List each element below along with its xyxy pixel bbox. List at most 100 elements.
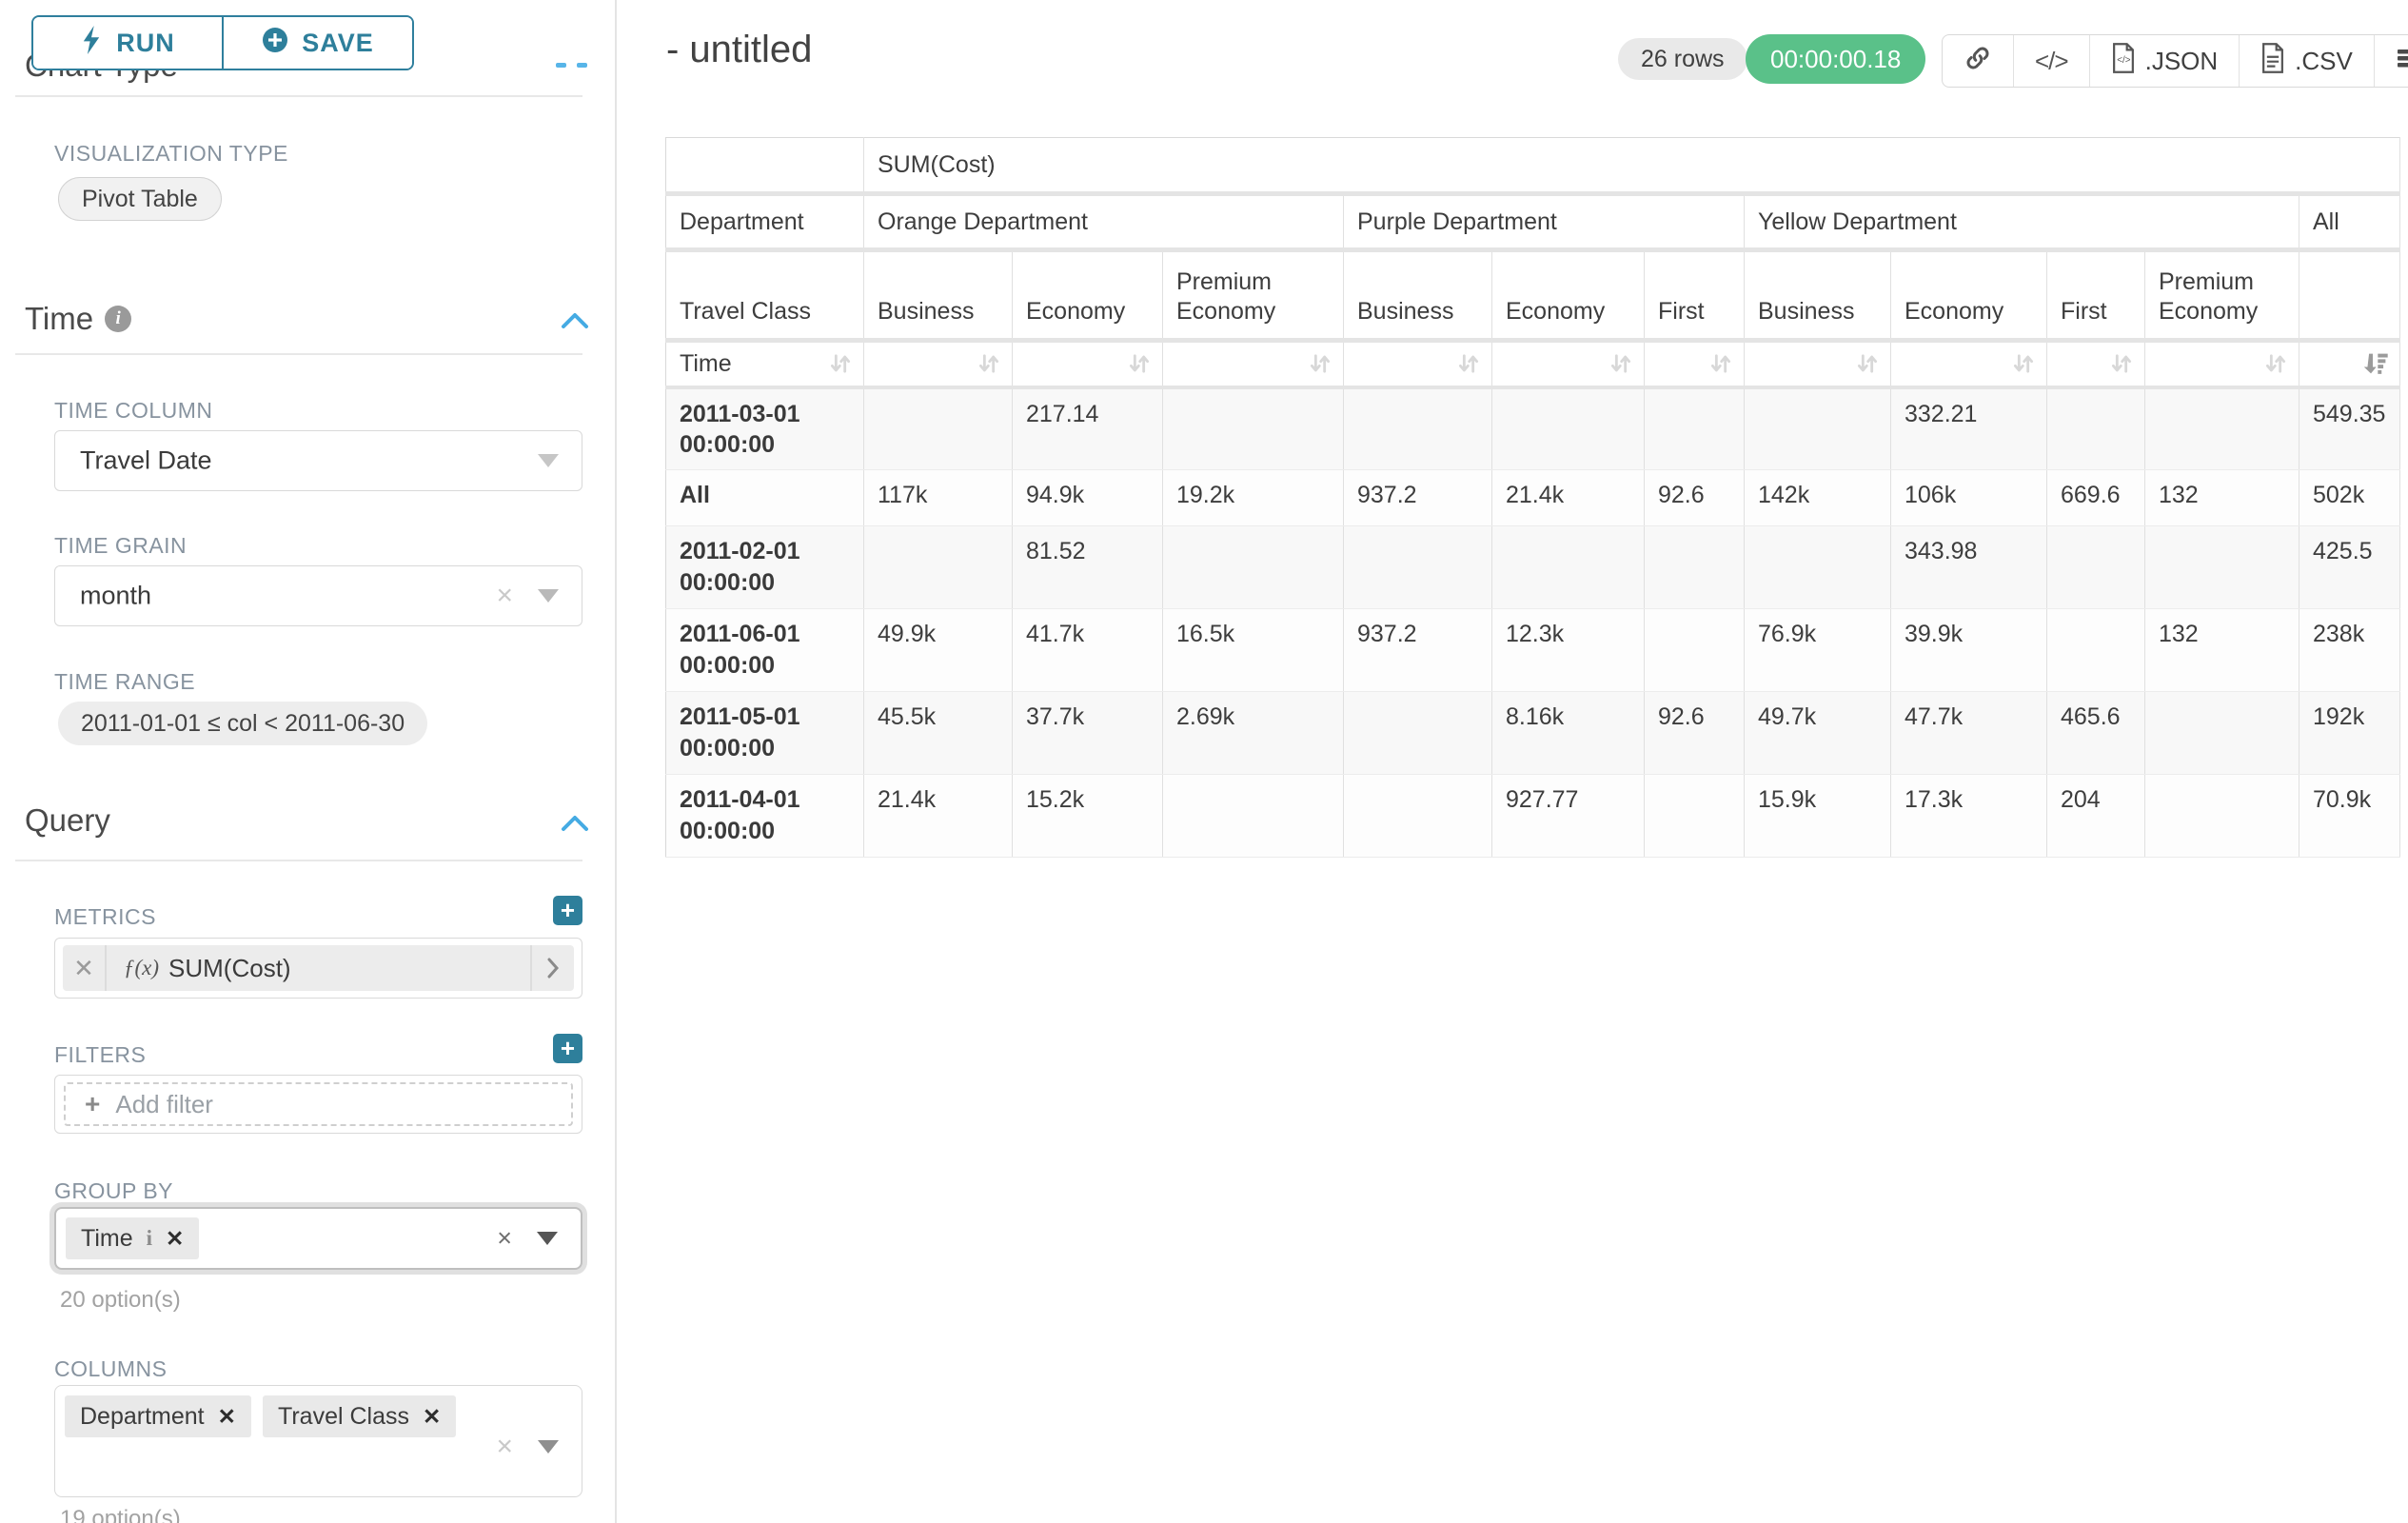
pivot-cell	[1343, 774, 1492, 858]
csv-file-icon	[2260, 42, 2285, 80]
code-icon: </>	[2035, 46, 2069, 75]
time-grain-label: TIME GRAIN	[54, 533, 188, 558]
more-options-button[interactable]	[2373, 35, 2408, 87]
columns-select[interactable]: Department ✕ Travel Class ✕ ×	[54, 1385, 582, 1497]
export-json-button[interactable]: </> .JSON	[2088, 35, 2240, 87]
pivot-sort-cell	[1744, 340, 1891, 389]
pivot-cell: 204	[2046, 774, 2145, 858]
sort-icon[interactable]	[1707, 350, 1734, 377]
chart-title[interactable]: - untitled	[666, 29, 813, 70]
pivot-cell	[1162, 774, 1344, 858]
sort-icon[interactable]	[1307, 350, 1333, 377]
share-link-button[interactable]	[1943, 35, 2013, 87]
add-filter-plus-button[interactable]: +	[553, 1034, 582, 1063]
viz-type-pill[interactable]: Pivot Table	[58, 177, 222, 221]
pivot-cell: 132	[2144, 469, 2299, 526]
pivot-sort-cell	[1162, 340, 1344, 389]
view-query-button[interactable]: </>	[2013, 35, 2089, 87]
pivot-sort-cell	[1491, 340, 1645, 389]
pivot-cell	[2046, 525, 2145, 609]
clear-all-icon[interactable]: ×	[497, 1223, 512, 1253]
pivot-table: SUM(Cost) Department Orange Department Purp…	[665, 137, 2400, 858]
pivot-cell: 132	[2144, 608, 2299, 692]
pivot-row-label: 2011-05-01 00:00:00	[665, 691, 864, 775]
group-by-select[interactable]: Time i ✕ ×	[54, 1207, 582, 1270]
sort-descending-icon[interactable]	[2361, 350, 2390, 377]
chart-type-mini-icon-2[interactable]	[577, 63, 587, 68]
pivot-cell: 332.21	[1890, 386, 2047, 470]
clear-icon[interactable]: ×	[496, 580, 513, 611]
pivot-cell	[863, 386, 1013, 470]
run-button[interactable]: RUN	[33, 17, 224, 69]
collapse-query-chevron-icon[interactable]	[558, 811, 592, 836]
sort-icon[interactable]	[1608, 350, 1634, 377]
pivot-cell: 94.9k	[1012, 469, 1163, 526]
pivot-col-group-header: All	[2299, 193, 2400, 252]
time-range-pill[interactable]: 2011-01-01 ≤ col < 2011-06-30	[58, 702, 428, 745]
group-by-chip-time[interactable]: Time i ✕	[66, 1217, 200, 1259]
pivot-cell: 549.35	[2299, 386, 2400, 470]
time-column-label: TIME COLUMN	[54, 398, 213, 423]
time-column-select[interactable]: Travel Date	[54, 430, 582, 491]
pivot-cell	[2046, 386, 2145, 470]
pivot-row-label: 2011-02-01 00:00:00	[665, 525, 864, 609]
metrics-box: ✕ ƒ(x) SUM(Cost)	[54, 938, 582, 999]
pivot-cell	[2144, 386, 2299, 470]
pivot-cell: 47.7k	[1890, 691, 2047, 775]
csv-button-label: .CSV	[2295, 46, 2353, 75]
pivot-cell	[1644, 774, 1745, 858]
sort-icon[interactable]	[1854, 350, 1881, 377]
remove-chip-icon[interactable]: ✕	[217, 1403, 236, 1429]
pivot-cell: 81.52	[1012, 525, 1163, 609]
time-section-header[interactable]: Time i	[25, 301, 132, 337]
pivot-col-header: Business	[1343, 249, 1492, 343]
columns-chip-travel-class[interactable]: Travel Class ✕	[263, 1395, 457, 1437]
pivot-cell	[2144, 774, 2299, 858]
metric-chip-label: SUM(Cost)	[168, 953, 291, 982]
pivot-sort-cell	[1343, 340, 1492, 389]
sort-icon[interactable]	[1126, 350, 1153, 377]
chevron-right-icon[interactable]	[530, 945, 574, 991]
pivot-cell: 92.6	[1644, 469, 1745, 526]
pivot-col-group-header: Orange Department	[863, 193, 1344, 252]
pivot-cell: 142k	[1744, 469, 1891, 526]
pivot-cell: 2.69k	[1162, 691, 1344, 775]
pivot-cell	[1162, 386, 1344, 470]
pivot-col-header: Business	[863, 249, 1013, 343]
columns-chip-department[interactable]: Department ✕	[65, 1395, 251, 1437]
svg-text:</>: </>	[2117, 54, 2130, 65]
collapse-time-chevron-icon[interactable]	[558, 308, 592, 333]
sort-icon[interactable]	[2010, 350, 2037, 377]
columns-options-count: 19 option(s)	[60, 1506, 181, 1523]
function-icon: ƒ(x)	[124, 956, 160, 979]
remove-chip-icon[interactable]: ✕	[166, 1225, 185, 1251]
pivot-cell: 39.9k	[1890, 608, 2047, 692]
save-button[interactable]: SAVE	[224, 17, 412, 69]
pivot-col-header: First	[2046, 249, 2145, 343]
pivot-cell	[1644, 525, 1745, 609]
pivot-cell: 238k	[2299, 608, 2400, 692]
sort-icon[interactable]	[827, 350, 854, 377]
pivot-col-header: Business	[1744, 249, 1891, 343]
chevron-down-icon	[538, 589, 559, 603]
remove-chip-icon[interactable]: ✕	[423, 1403, 442, 1429]
pivot-cell	[2144, 525, 2299, 609]
column-info-icon: i	[146, 1226, 153, 1250]
remove-metric-icon[interactable]: ✕	[63, 945, 107, 991]
clear-all-icon[interactable]: ×	[496, 1431, 513, 1462]
sort-icon[interactable]	[1455, 350, 1482, 377]
time-grain-select[interactable]: month ×	[54, 565, 582, 626]
json-button-label: .JSON	[2144, 46, 2219, 75]
export-csv-button[interactable]: .CSV	[2239, 35, 2374, 87]
chart-type-mini-icon[interactable]	[556, 63, 566, 68]
add-filter-button[interactable]: + Add filter	[64, 1082, 573, 1126]
sort-icon[interactable]	[2108, 350, 2135, 377]
sort-icon[interactable]	[2262, 350, 2289, 377]
add-metric-button[interactable]: +	[553, 896, 582, 925]
metric-chip[interactable]: ✕ ƒ(x) SUM(Cost)	[63, 945, 574, 991]
pivot-row: 2011-05-01 00:00:00 45.5k 37.7k 2.69k 8.16k 92…	[665, 691, 2400, 775]
pivot-cell	[1491, 525, 1645, 609]
sort-icon[interactable]	[976, 350, 1002, 377]
query-section-header[interactable]: Query	[25, 802, 110, 839]
pivot-dim-header-department: Department	[665, 193, 864, 252]
